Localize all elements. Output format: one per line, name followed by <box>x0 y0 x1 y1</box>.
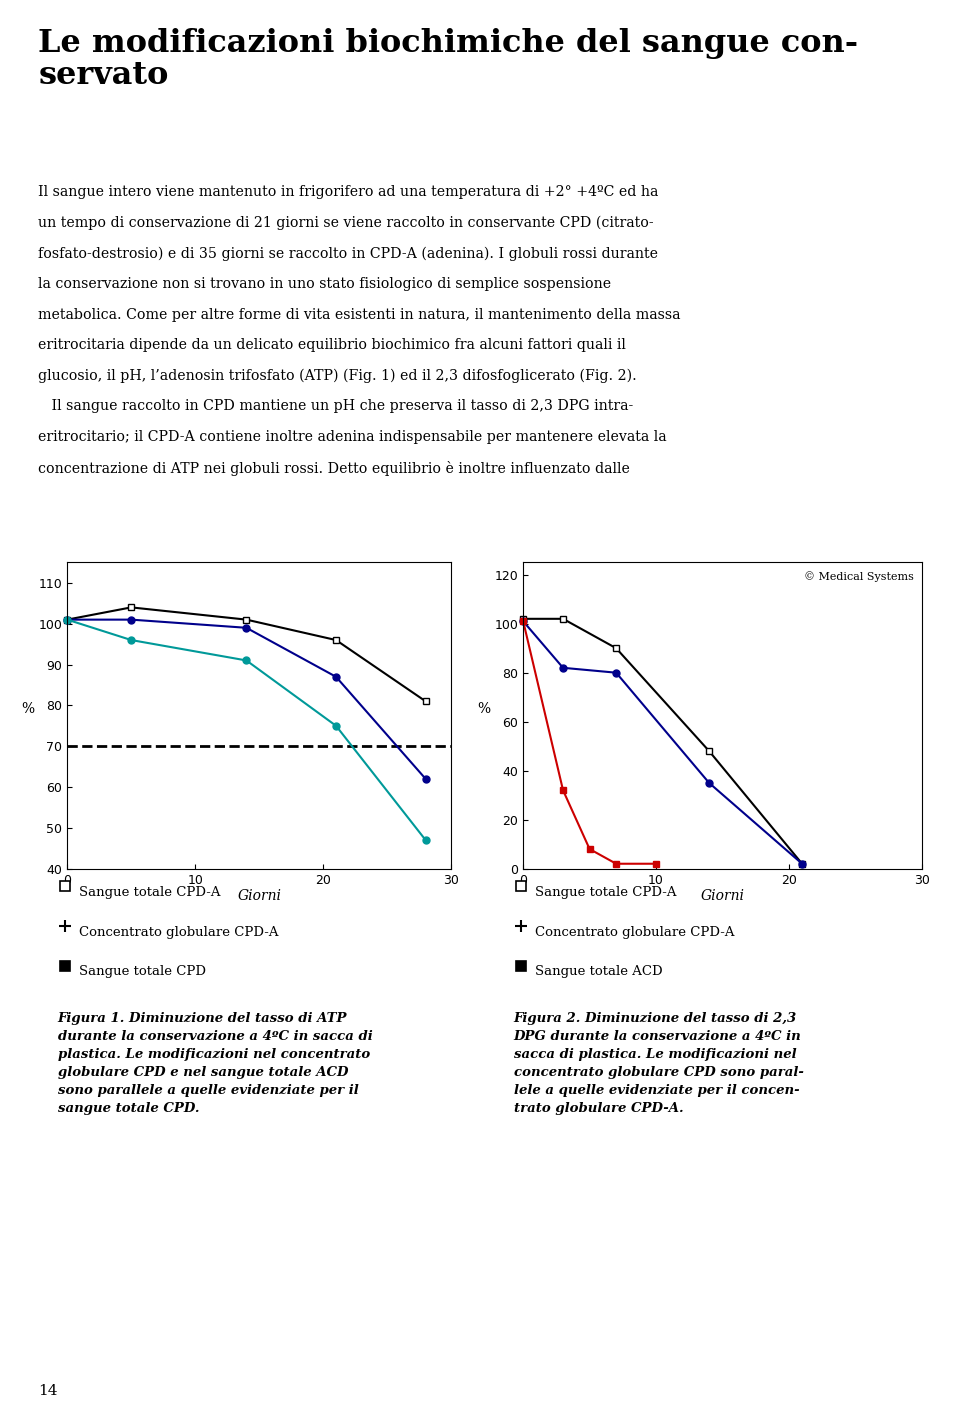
Text: la conservazione non si trovano in uno stato fisiologico di semplice sospensione: la conservazione non si trovano in uno s… <box>38 278 612 290</box>
Text: fosfato-destrosio) e di 35 giorni se raccolto in CPD-A (adenina). I globuli ross: fosfato-destrosio) e di 35 giorni se rac… <box>38 246 659 261</box>
Text: 14: 14 <box>38 1384 58 1398</box>
Text: eritrocitario; il CPD-A contiene inoltre adenina indispensabile per mantenere el: eritrocitario; il CPD-A contiene inoltre… <box>38 430 667 444</box>
Y-axis label: %: % <box>477 702 490 715</box>
Text: Sangue totale CPD-A: Sangue totale CPD-A <box>535 886 676 899</box>
Text: Sangue totale ACD: Sangue totale ACD <box>535 965 662 978</box>
Text: concentrazione di ATP nei globuli rossi. Detto equilibrio è inoltre influenzato : concentrazione di ATP nei globuli rossi.… <box>38 461 631 476</box>
Text: Sangue totale CPD: Sangue totale CPD <box>79 965 205 978</box>
X-axis label: Giorni: Giorni <box>701 889 744 903</box>
Y-axis label: %: % <box>21 702 34 715</box>
X-axis label: Giorni: Giorni <box>237 889 281 903</box>
Text: © Medical Systems: © Medical Systems <box>804 571 914 582</box>
Text: metabolica. Come per altre forme di vita esistenti in natura, il mantenimento de: metabolica. Come per altre forme di vita… <box>38 308 681 322</box>
Text: eritrocitaria dipende da un delicato equilibrio biochimico fra alcuni fattori qu: eritrocitaria dipende da un delicato equ… <box>38 339 626 352</box>
Text: Sangue totale CPD-A: Sangue totale CPD-A <box>79 886 220 899</box>
Text: glucosio, il pH, l’adenosin trifosfato (ATP) (Fig. 1) ed il 2,3 difosfoglicerato: glucosio, il pH, l’adenosin trifosfato (… <box>38 369 637 383</box>
Text: Il sangue intero viene mantenuto in frigorifero ad una temperatura di +2° +4ºC e: Il sangue intero viene mantenuto in frig… <box>38 185 659 199</box>
Text: servato: servato <box>38 60 169 91</box>
Text: Figura 1. Diminuzione del tasso di ATP
durante la conservazione a 4ºC in sacca d: Figura 1. Diminuzione del tasso di ATP d… <box>58 1012 372 1115</box>
Text: Figura 2. Diminuzione del tasso di 2,3
DPG durante la conservazione a 4ºC in
sac: Figura 2. Diminuzione del tasso di 2,3 D… <box>514 1012 804 1115</box>
Text: Il sangue raccolto in CPD mantiene un pH che preserva il tasso di 2,3 DPG intra-: Il sangue raccolto in CPD mantiene un pH… <box>38 400 634 413</box>
Text: Concentrato globulare CPD-A: Concentrato globulare CPD-A <box>535 926 734 938</box>
Text: un tempo di conservazione di 21 giorni se viene raccolto in conservante CPD (cit: un tempo di conservazione di 21 giorni s… <box>38 215 654 231</box>
Text: Concentrato globulare CPD-A: Concentrato globulare CPD-A <box>79 926 278 938</box>
Text: Le modificazioni biochimiche del sangue con-: Le modificazioni biochimiche del sangue … <box>38 28 858 60</box>
